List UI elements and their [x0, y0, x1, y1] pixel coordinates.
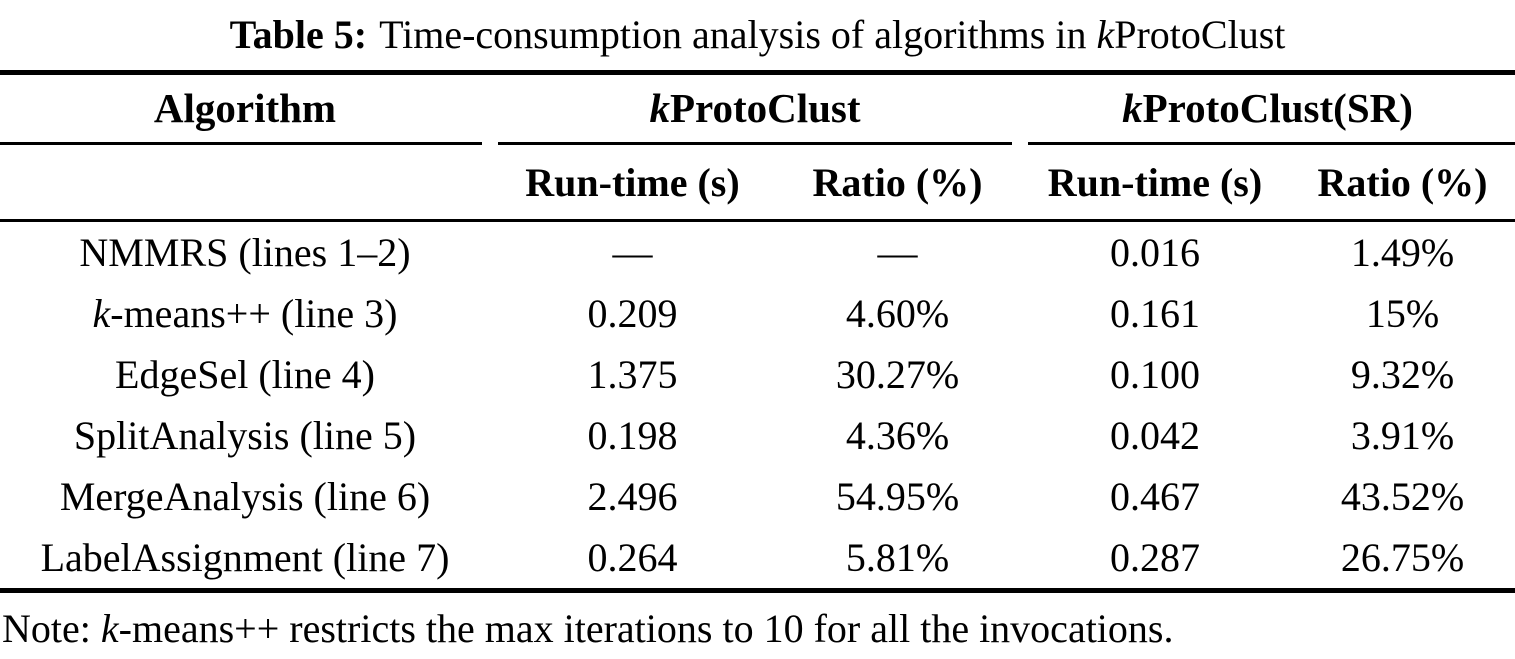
algorithm-label: k-means++ (line 3)	[0, 290, 490, 336]
table-row-kmeans: k-means++ (line 3) 0.209 4.60% 0.161 15%	[0, 283, 1515, 344]
ratio-value: 4.60%	[845, 290, 950, 336]
algorithm-label: EdgeSel (line 4)	[0, 351, 490, 397]
algorithm-label-text: MergeAnalysis (line 6)	[59, 473, 431, 519]
algorithm-label: NMMRS (lines 1–2)	[0, 229, 490, 275]
table-row-edgesel: EdgeSel (line 4) 1.375 30.27% 0.100 9.32…	[0, 344, 1515, 405]
table-caption: Table 5: Time-consumption analysis of alg…	[0, 0, 1515, 70]
table-row-mergeanalysis: MergeAnalysis (line 6) 2.496 54.95% 0.46…	[0, 466, 1515, 527]
table-caption-k-suffix: ProtoClust	[1114, 12, 1286, 57]
footnote-k-italic: k	[100, 606, 119, 651]
ratio-value: 54.95%	[835, 473, 960, 519]
runtime-value: —	[612, 229, 653, 275]
algorithm-column-header: Algorithm	[153, 85, 337, 131]
column-span-rules	[0, 142, 1515, 146]
subheader-runtime-2: Run-time (s)	[1047, 159, 1263, 205]
ratio-value: 15%	[1365, 290, 1440, 336]
header-body-rule	[0, 219, 1515, 222]
algorithm-label: MergeAnalysis (line 6)	[0, 473, 490, 519]
rule-kprotoclust-span	[498, 142, 1012, 145]
runtime-value: 0.016	[1110, 229, 1200, 275]
runtime-value: 0.042	[1110, 412, 1200, 458]
table-caption-text: Time-consumption analysis of algorithms …	[379, 12, 1097, 57]
group-header-row: Algorithm kProtoClust kProtoClust(SR)	[0, 75, 1515, 142]
top-rule	[0, 70, 1515, 75]
ratio-value: 4.36%	[845, 412, 950, 458]
runtime-value: 0.100	[1110, 351, 1200, 397]
ratio-value: 3.91%	[1350, 412, 1455, 458]
footnote-prefix: Note:	[2, 606, 101, 651]
runtime-value: 0.209	[587, 290, 678, 336]
algorithm-label-text: LabelAssignment (line 7)	[40, 534, 450, 580]
group-header-kprotoclust: kProtoClust	[490, 88, 1020, 129]
ratio-value: 9.32%	[1350, 351, 1455, 397]
subheader-ratio-1: Ratio (%)	[812, 159, 983, 205]
rule-algorithm-span	[0, 142, 482, 145]
runtime-value: 0.264	[587, 534, 678, 580]
ratio-value: 30.27%	[835, 351, 960, 397]
subheader-ratio-2: Ratio (%)	[1317, 159, 1488, 205]
subheader-row: Run-time (s) Ratio (%) Run-time (s) Rati…	[0, 146, 1515, 219]
ratio-value: 1.49%	[1350, 229, 1455, 275]
group2-k-italic: k	[1122, 85, 1143, 131]
algorithm-label-text: NMMRS (lines 1–2)	[79, 229, 411, 275]
rule-kprotoclust-sr-span	[1028, 142, 1515, 145]
runtime-value: 0.287	[1110, 534, 1200, 580]
group1-k-italic: k	[649, 85, 670, 131]
runtime-value: 1.375	[587, 351, 678, 397]
group-header-kprotoclust-sr: kProtoClust(SR)	[1020, 88, 1515, 129]
group2-name: ProtoClust(SR)	[1142, 85, 1413, 131]
algorithm-label-text: SplitAnalysis (line 5)	[73, 412, 417, 458]
runtime-value: 0.161	[1110, 290, 1200, 336]
table-row-nmmrs: NMMRS (lines 1–2) — — 0.016 1.49%	[0, 222, 1515, 283]
runtime-value: 0.198	[587, 412, 678, 458]
algorithm-label-text: EdgeSel (line 4)	[115, 351, 375, 397]
table-row-splitanalysis: SplitAnalysis (line 5) 0.198 4.36% 0.042…	[0, 405, 1515, 466]
algorithm-label: LabelAssignment (line 7)	[0, 534, 490, 580]
runtime-value: 2.496	[587, 473, 678, 519]
group1-name: ProtoClust	[669, 85, 861, 131]
table-footnote: Note: k-means++ restricts the max iterat…	[0, 607, 1515, 651]
algorithm-label-text: -means++ (line 3)	[110, 290, 398, 336]
algorithm-label-italic: k	[92, 290, 111, 336]
table-row-labelassignment: LabelAssignment (line 7) 0.264 5.81% 0.2…	[0, 527, 1515, 588]
bottom-rule	[0, 588, 1515, 593]
ratio-value: 5.81%	[845, 534, 950, 580]
ratio-value: 43.52%	[1340, 473, 1465, 519]
ratio-value: —	[877, 229, 918, 275]
table-caption-label: Table 5:	[229, 12, 368, 57]
subheader-runtime-1: Run-time (s)	[525, 159, 740, 205]
algorithm-label: SplitAnalysis (line 5)	[0, 412, 490, 458]
runtime-value: 0.467	[1110, 473, 1200, 519]
table-caption-k-italic: k	[1096, 12, 1115, 57]
footnote-text: -means++ restricts the max iterations to…	[118, 606, 1174, 651]
ratio-value: 26.75%	[1340, 534, 1465, 580]
